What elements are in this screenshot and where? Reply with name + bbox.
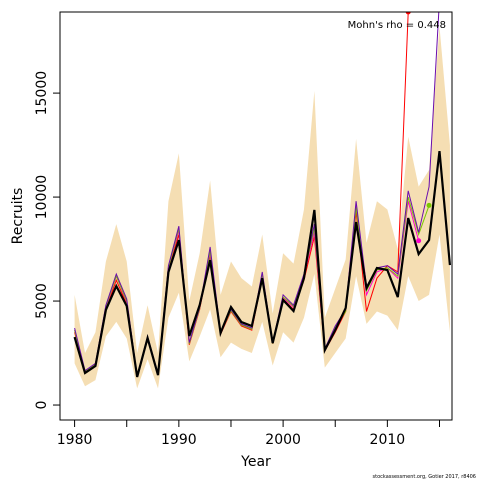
- x-axis-label: Year: [240, 454, 271, 470]
- y-tick-label: 10000: [34, 175, 50, 220]
- retro-end-point: [437, 0, 442, 2]
- retro-end-point: [405, 12, 411, 15]
- x-tick-label: 1980: [57, 432, 93, 448]
- x-tick-label: 2010: [370, 432, 406, 448]
- x-tick-label: 1990: [161, 432, 197, 448]
- y-tick-label: 15000: [34, 71, 50, 116]
- plot-frame: [59, 11, 453, 421]
- retro-end-point: [416, 238, 422, 244]
- plot-area: [73, 0, 452, 389]
- y-tick-label: 0: [34, 401, 50, 410]
- retro-end-point: [426, 202, 432, 208]
- y-tick-label: 5000: [34, 283, 50, 319]
- y-axis-label: Recruits: [10, 188, 26, 245]
- main-line: [73, 150, 452, 378]
- annotation: Mohn's rho = 0.448: [348, 20, 446, 31]
- footer: stockassessment.org, Gotier 2017, r8406: [373, 474, 476, 480]
- confidence-band: [74, 26, 450, 389]
- x-tick-label: 2000: [265, 432, 301, 448]
